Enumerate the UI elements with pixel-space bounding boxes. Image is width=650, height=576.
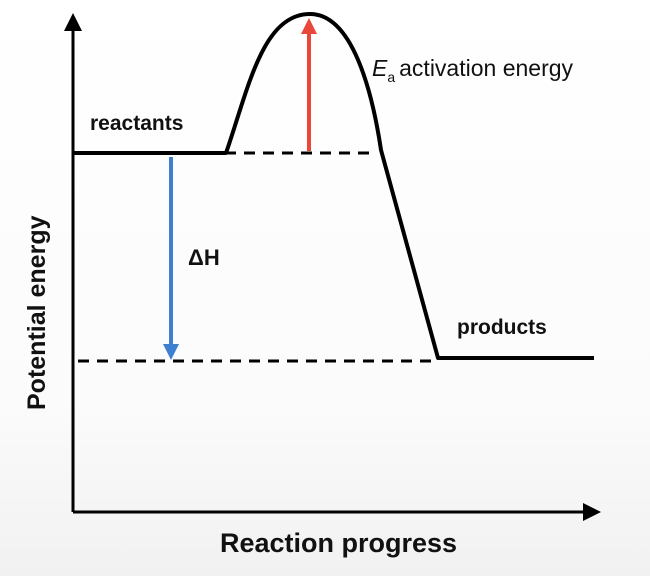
delta-h-label: ΔH <box>188 245 220 270</box>
ea-text: activation energy <box>399 55 574 81</box>
y-axis-label: Potential energy <box>23 215 51 410</box>
energy-curve <box>73 12 594 360</box>
reactants-label: reactants <box>90 112 184 135</box>
activation-energy-label: Ea activation energy <box>372 55 574 85</box>
x-axis-label: Reaction progress <box>220 528 458 558</box>
ea-subscript: a <box>387 69 396 85</box>
products-label: products <box>457 316 547 339</box>
ea-symbol: E <box>372 55 388 81</box>
